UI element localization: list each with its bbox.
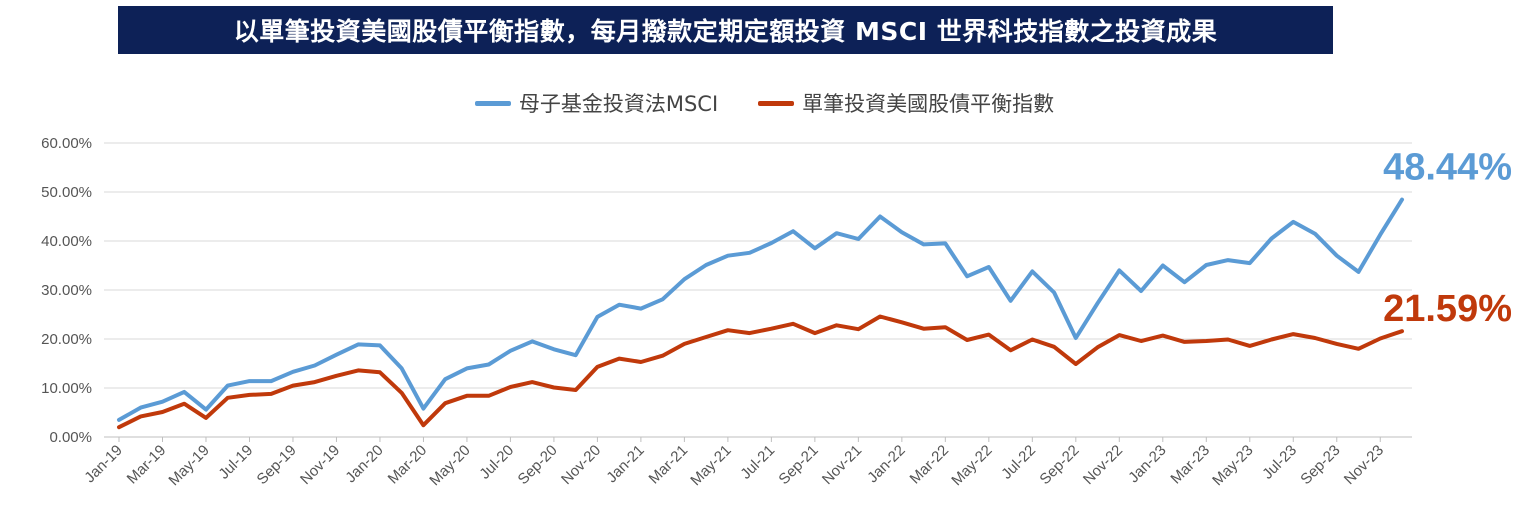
legend-label-balanced: 單筆投資美國股債平衡指數 bbox=[802, 92, 1055, 116]
x-tick-label: May-19 bbox=[165, 442, 212, 489]
x-tick-label: Sep-22 bbox=[1036, 442, 1082, 488]
x-tick-label: Jan-21 bbox=[603, 442, 647, 486]
x-tick-label: Jul-20 bbox=[476, 442, 517, 483]
x-tick-label: Jul-22 bbox=[998, 442, 1039, 483]
y-tick-label: 10.00% bbox=[41, 380, 92, 397]
x-tick-label: Jan-19 bbox=[81, 442, 125, 486]
chart-title-banner: 以單筆投資美國股債平衡指數，每月撥款定期定額投資 MSCI 世界科技指數之投資成… bbox=[118, 6, 1333, 54]
chart-title: 以單筆投資美國股債平衡指數，每月撥款定期定額投資 MSCI 世界科技指數之投資成… bbox=[233, 17, 1218, 46]
y-tick-label: 50.00% bbox=[41, 184, 92, 201]
x-tick-label: May-23 bbox=[1209, 442, 1256, 489]
legend-item-balanced: 單筆投資美國股債平衡指數 bbox=[758, 88, 1054, 118]
legend-swatch-balanced bbox=[758, 100, 795, 106]
y-tick-label: 20.00% bbox=[41, 331, 92, 348]
x-tick-label: Mar-22 bbox=[907, 442, 953, 488]
end-value-label-msci: 48.44% bbox=[1383, 147, 1512, 189]
x-tick-label: Mar-20 bbox=[385, 442, 431, 488]
x-tick-label: Sep-23 bbox=[1297, 442, 1343, 488]
x-tick-label: Nov-21 bbox=[819, 442, 865, 488]
x-tick-label: Jul-21 bbox=[737, 442, 778, 483]
y-tick-label: 60.00% bbox=[41, 135, 92, 152]
x-tick-label: Jul-19 bbox=[215, 442, 256, 483]
x-tick-label: Sep-19 bbox=[254, 442, 300, 488]
x-tick-label: Sep-20 bbox=[515, 442, 561, 488]
x-tick-label: Mar-23 bbox=[1167, 442, 1213, 488]
chart-legend: 母子基金投資法MSCI 單筆投資美國股債平衡指數 bbox=[0, 88, 1529, 118]
legend-label-msci: 母子基金投資法MSCI bbox=[518, 92, 719, 116]
y-tick-label: 40.00% bbox=[41, 233, 92, 250]
legend-item-msci: 母子基金投資法MSCI bbox=[474, 88, 719, 118]
x-tick-label: May-22 bbox=[948, 442, 995, 489]
legend-swatch-msci bbox=[474, 100, 511, 106]
x-tick-label: Nov-20 bbox=[558, 442, 604, 488]
x-tick-label: May-20 bbox=[426, 442, 473, 489]
x-tick-label: Sep-21 bbox=[775, 442, 821, 488]
series-line-balanced bbox=[117, 314, 1404, 430]
x-tick-label: Jan-23 bbox=[1125, 442, 1169, 486]
x-tick-label: Jan-20 bbox=[342, 442, 386, 486]
x-tick-label: May-21 bbox=[687, 442, 734, 489]
x-tick-label: Mar-21 bbox=[646, 442, 692, 488]
x-tick-label: Jan-22 bbox=[864, 442, 908, 486]
x-tick-label: Nov-19 bbox=[297, 442, 343, 488]
series-line-msci bbox=[117, 197, 1404, 422]
x-tick-label: Nov-23 bbox=[1341, 442, 1387, 488]
y-tick-label: 0.00% bbox=[49, 429, 92, 446]
y-tick-label: 30.00% bbox=[41, 282, 92, 299]
x-tick-label: Jul-23 bbox=[1259, 442, 1300, 483]
x-tick-label: Mar-19 bbox=[124, 442, 170, 488]
x-tick-label: Nov-22 bbox=[1080, 442, 1126, 488]
end-value-label-balanced: 21.59% bbox=[1383, 288, 1512, 330]
